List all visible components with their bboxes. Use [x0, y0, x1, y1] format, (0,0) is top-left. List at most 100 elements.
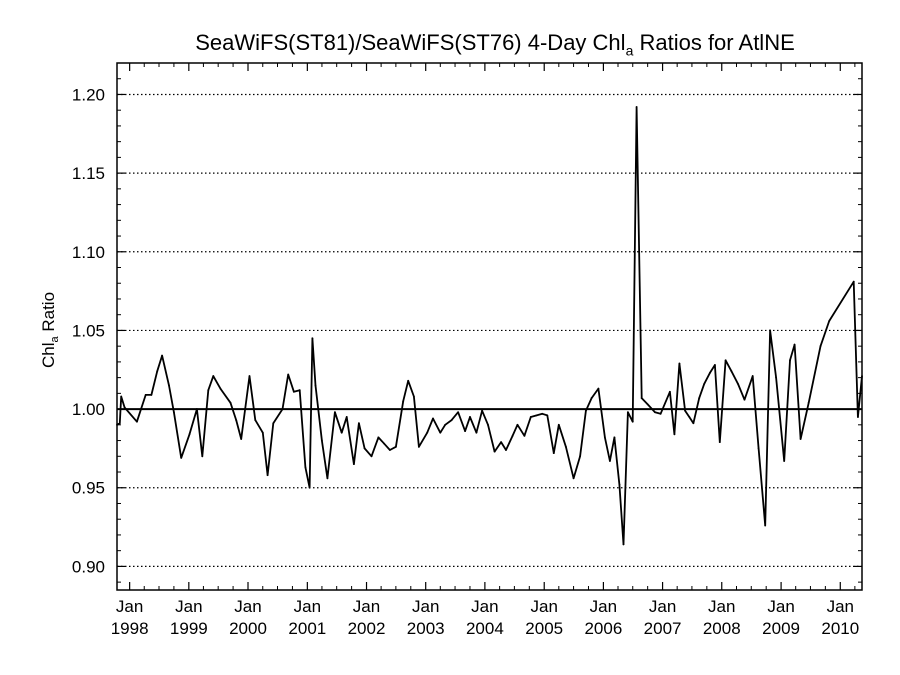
- data-point: [622, 543, 625, 546]
- data-point: [412, 395, 415, 398]
- x-tick-label-year: 2004: [466, 619, 504, 638]
- x-tick-label-year: 1998: [111, 619, 149, 638]
- data-point: [304, 466, 307, 469]
- data-point: [572, 477, 575, 480]
- data-point: [450, 419, 453, 422]
- chart-title-main: SeaWiFS(ST81)/SeaWiFS(ST76) 4-Day Chl: [195, 30, 626, 55]
- y-tick-label: 1.05: [72, 321, 105, 340]
- x-tick-label-year: 2007: [644, 619, 682, 638]
- data-point: [590, 397, 593, 399]
- data-point: [579, 455, 581, 458]
- data-point: [370, 455, 373, 458]
- x-tick-label-month: Jan: [294, 597, 321, 616]
- x-tick-label-year: 2005: [525, 619, 563, 638]
- data-point: [703, 383, 706, 385]
- data-point: [724, 359, 727, 362]
- data-point: [529, 416, 532, 418]
- x-tick-label-month: Jan: [116, 597, 143, 616]
- data-point: [541, 412, 544, 415]
- data-point: [737, 383, 739, 385]
- data-point: [261, 431, 264, 434]
- data-point: [394, 445, 397, 448]
- data-point: [457, 411, 460, 414]
- data-point: [500, 441, 502, 444]
- data-point: [118, 422, 121, 425]
- data-point: [584, 409, 587, 412]
- y-tick-label: 1.00: [72, 400, 105, 419]
- data-point: [444, 423, 447, 426]
- data-point: [730, 370, 733, 373]
- data-point: [751, 375, 754, 377]
- data-point: [168, 384, 170, 387]
- data-point: [292, 390, 295, 393]
- data-point: [799, 438, 802, 440]
- data-point: [464, 430, 466, 433]
- data-point: [783, 460, 786, 462]
- data-point: [819, 345, 822, 348]
- chart-title: SeaWiFS(ST81)/SeaWiFS(ST76) 4-Day Chla R…: [0, 30, 900, 58]
- data-point: [673, 433, 676, 436]
- x-tick-label-month: Jan: [649, 597, 676, 616]
- data-point: [120, 395, 123, 398]
- data-point: [597, 387, 600, 390]
- data-point: [552, 452, 555, 455]
- data-point: [314, 384, 317, 387]
- y-tick-label: 0.95: [72, 479, 105, 498]
- data-point: [505, 449, 507, 451]
- x-tick-label-month: Jan: [708, 597, 735, 616]
- y-tick-label: 0.90: [72, 557, 105, 576]
- x-tick-label-month: Jan: [471, 597, 498, 616]
- data-point: [546, 414, 549, 417]
- data-point: [287, 373, 290, 376]
- axis-layer: 0.90 0.95 1.00 1.05 1.10 1.15 1.20 Jan 1998 Jan 19…: [72, 62, 862, 638]
- data-point: [266, 474, 269, 477]
- data-point: [432, 417, 434, 420]
- data-point: [219, 387, 222, 390]
- data-point: [383, 442, 386, 445]
- data-point: [248, 375, 251, 377]
- data-point: [334, 411, 336, 414]
- data-point: [631, 420, 634, 423]
- data-point: [608, 460, 611, 462]
- x-tick-label-month: Jan: [234, 597, 261, 616]
- data-point: [321, 439, 323, 442]
- data-point: [188, 433, 191, 436]
- data-point: [150, 394, 153, 396]
- data-point: [535, 414, 538, 417]
- data-point: [646, 403, 649, 406]
- data-point: [377, 436, 380, 439]
- data-point: [793, 343, 796, 346]
- data-point: [426, 431, 429, 434]
- data-point: [298, 389, 301, 392]
- data-point: [828, 320, 831, 322]
- x-tick-label-month: Jan: [412, 597, 439, 616]
- data-point: [668, 390, 671, 393]
- x-tick-label-year: 2002: [348, 619, 386, 638]
- data-point: [326, 477, 329, 480]
- plot-frame: [116, 62, 863, 591]
- series-line: [116, 106, 863, 546]
- data-point: [789, 359, 791, 362]
- data-point: [156, 370, 159, 373]
- y-tick-label: 1.20: [72, 85, 105, 104]
- data-point: [173, 411, 175, 414]
- data-point: [654, 411, 656, 414]
- data-point: [516, 423, 519, 426]
- data-point: [345, 416, 348, 418]
- x-tick-label-month: Jan: [353, 597, 380, 616]
- data-point: [714, 364, 716, 366]
- x-tick-label-year: 2010: [821, 619, 859, 638]
- data-point: [340, 431, 343, 434]
- x-tick-label-month: Jan: [590, 597, 617, 616]
- data-point: [254, 419, 257, 422]
- data-point: [180, 456, 183, 459]
- data-point: [311, 337, 314, 340]
- series-layer: [116, 106, 863, 546]
- x-tick-label-year: 2000: [229, 619, 267, 638]
- data-point: [678, 362, 681, 365]
- grid-layer: [117, 93, 862, 568]
- data-point: [688, 416, 691, 418]
- data-point: [659, 412, 662, 415]
- x-tick-label-year: 2008: [703, 619, 741, 638]
- data-point: [469, 416, 471, 418]
